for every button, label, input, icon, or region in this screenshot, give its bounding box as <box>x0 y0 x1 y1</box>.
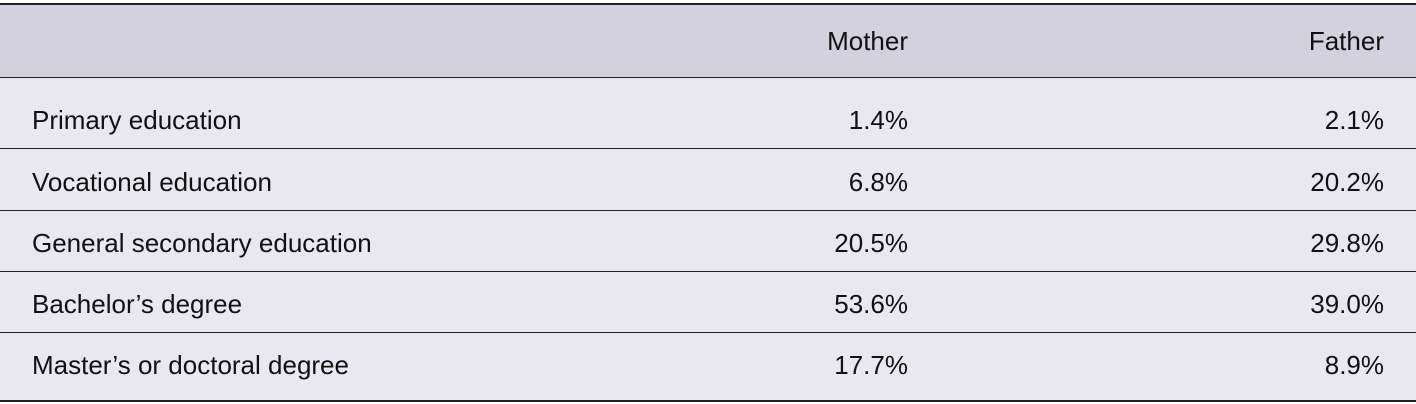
bottom-rule <box>0 400 1416 402</box>
row-rule <box>0 210 1416 211</box>
cell-value: 17.7% <box>834 350 908 380</box>
cell-value: 39.0% <box>1310 289 1384 319</box>
header-rule <box>0 77 1416 78</box>
cell-value: 20.5% <box>834 228 908 258</box>
cell-value: 6.8% <box>848 167 908 197</box>
header-band <box>0 5 1416 77</box>
top-rule <box>0 3 1416 5</box>
row-label: General secondary education <box>32 228 372 258</box>
column-header: Mother <box>827 26 908 56</box>
row-label: Vocational education <box>32 167 272 197</box>
cell-value: 53.6% <box>834 289 908 319</box>
cell-value: 1.4% <box>848 105 908 135</box>
row-label: Master’s or doctoral degree <box>32 350 349 380</box>
cell-value: 8.9% <box>1324 350 1384 380</box>
body-band <box>0 78 1416 400</box>
row-rule <box>0 271 1416 272</box>
column-header: Father <box>1308 26 1384 56</box>
row-label: Primary education <box>32 105 242 135</box>
cell-value: 29.8% <box>1310 228 1384 258</box>
row-rule <box>0 148 1416 149</box>
row-rule <box>0 332 1416 333</box>
cell-value: 2.1% <box>1324 105 1384 135</box>
row-label: Bachelor’s degree <box>32 289 243 319</box>
cell-value: 20.2% <box>1310 167 1384 197</box>
